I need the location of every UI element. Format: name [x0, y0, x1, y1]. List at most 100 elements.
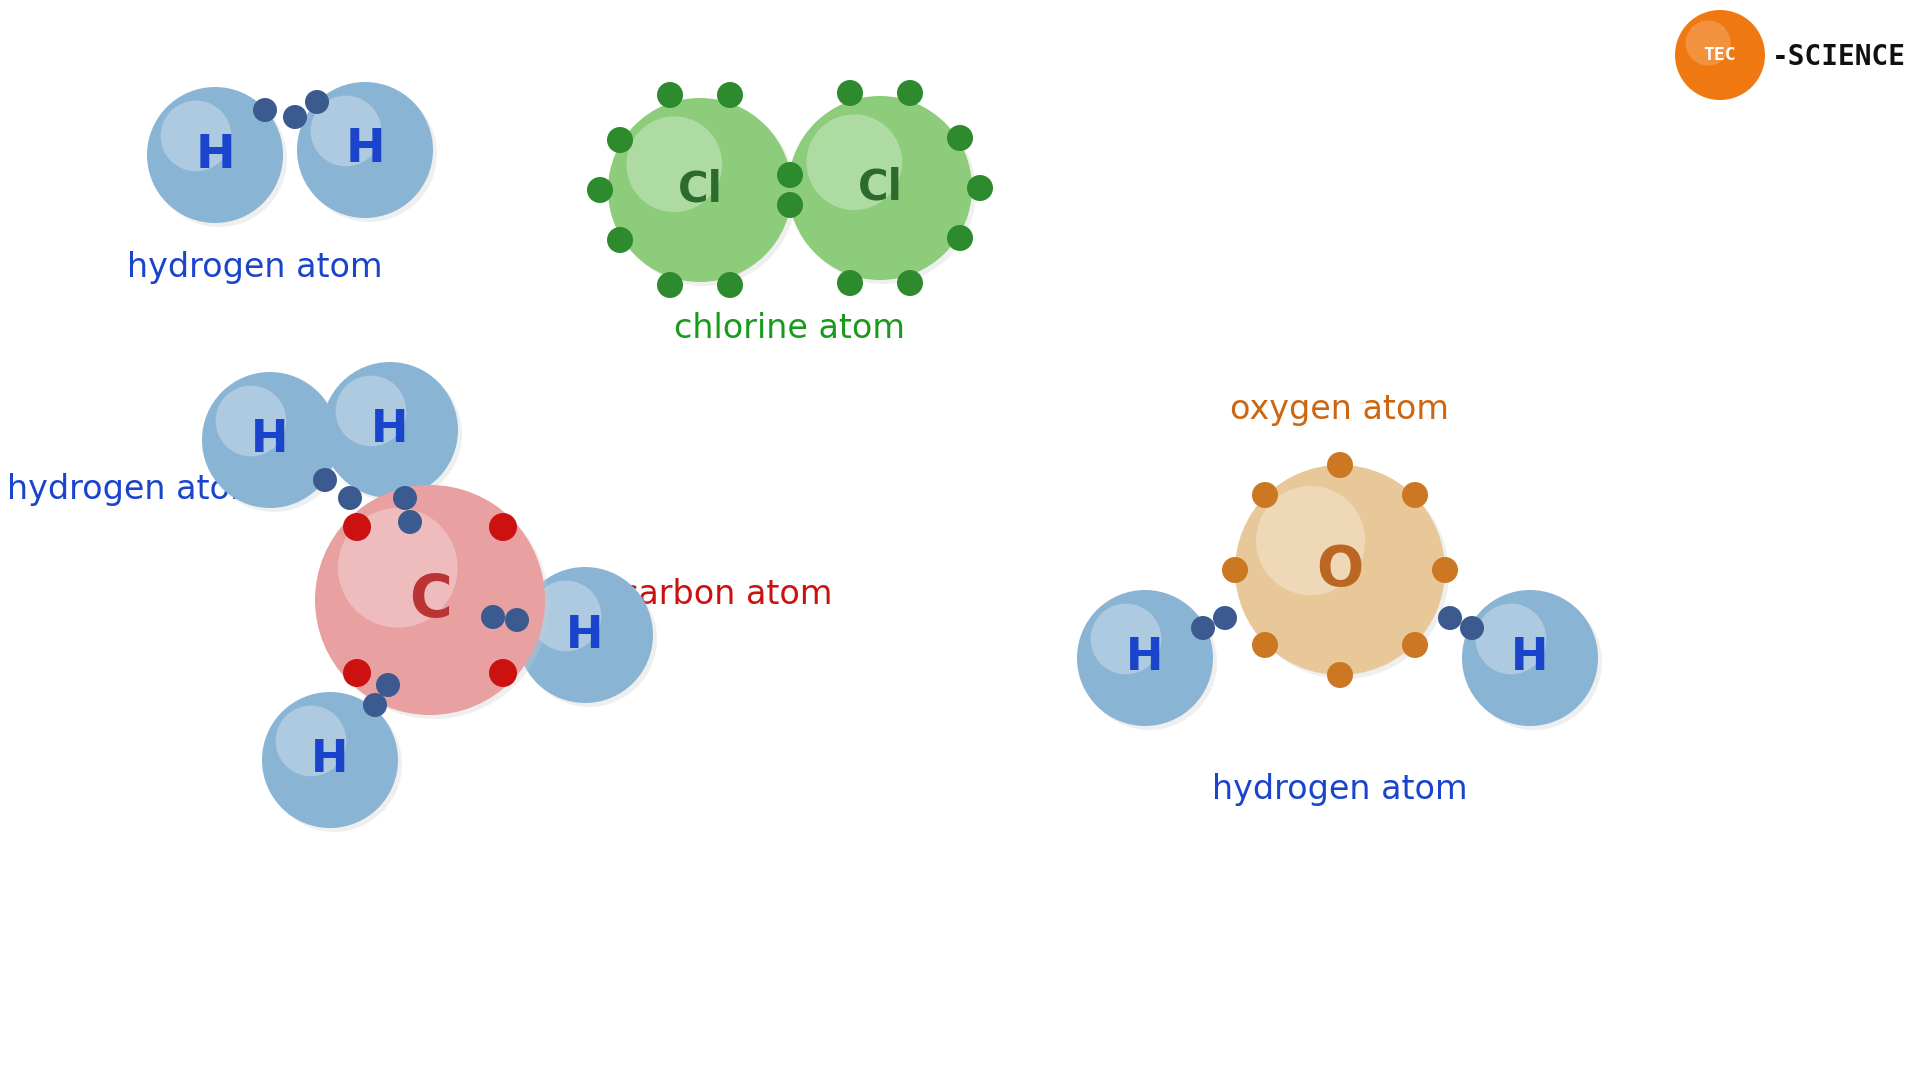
Circle shape	[947, 125, 973, 151]
Circle shape	[837, 80, 862, 106]
Circle shape	[276, 705, 346, 777]
Circle shape	[1402, 482, 1428, 508]
Circle shape	[1402, 632, 1428, 658]
Circle shape	[968, 175, 993, 201]
Circle shape	[806, 114, 902, 211]
Circle shape	[298, 82, 434, 218]
Circle shape	[490, 513, 516, 541]
Circle shape	[588, 177, 612, 203]
Circle shape	[490, 659, 516, 687]
Circle shape	[1327, 662, 1354, 688]
Circle shape	[520, 571, 657, 707]
Text: TEC: TEC	[1703, 46, 1736, 64]
Circle shape	[148, 87, 282, 222]
Circle shape	[897, 80, 924, 106]
Circle shape	[1432, 557, 1457, 583]
Circle shape	[313, 468, 338, 492]
Circle shape	[607, 227, 634, 253]
Circle shape	[657, 272, 684, 298]
Text: hydrogen atom: hydrogen atom	[1212, 773, 1467, 807]
Circle shape	[363, 693, 388, 717]
Circle shape	[778, 192, 803, 218]
Circle shape	[394, 486, 417, 510]
Circle shape	[202, 372, 338, 508]
Circle shape	[1213, 606, 1236, 630]
Circle shape	[626, 117, 722, 212]
Circle shape	[1467, 594, 1601, 730]
Circle shape	[1461, 590, 1597, 726]
Text: H: H	[196, 133, 234, 177]
Text: C: C	[409, 571, 451, 629]
Text: Cl: Cl	[678, 168, 722, 211]
Circle shape	[1091, 604, 1162, 674]
Circle shape	[1256, 486, 1365, 595]
Circle shape	[1438, 606, 1461, 630]
Circle shape	[344, 659, 371, 687]
Circle shape	[1252, 482, 1279, 508]
Circle shape	[1190, 616, 1215, 640]
Text: H: H	[346, 127, 384, 173]
Circle shape	[1081, 594, 1217, 730]
Circle shape	[612, 102, 797, 286]
Text: H: H	[311, 739, 349, 782]
Text: H: H	[566, 613, 603, 657]
Circle shape	[305, 90, 328, 114]
Circle shape	[319, 489, 549, 719]
Circle shape	[778, 162, 803, 188]
Circle shape	[311, 96, 382, 166]
Circle shape	[947, 225, 973, 251]
Circle shape	[336, 376, 407, 446]
Text: hydrogen atom: hydrogen atom	[127, 252, 382, 284]
Circle shape	[505, 608, 530, 632]
Text: carbon atom: carbon atom	[620, 579, 833, 611]
Text: chlorine atom: chlorine atom	[674, 311, 906, 345]
Circle shape	[161, 100, 230, 172]
Circle shape	[657, 82, 684, 108]
Text: H: H	[371, 408, 409, 451]
Circle shape	[315, 485, 545, 715]
Text: O: O	[1317, 543, 1363, 597]
Circle shape	[1686, 21, 1730, 66]
Circle shape	[152, 91, 286, 227]
Circle shape	[516, 567, 653, 703]
Circle shape	[253, 98, 276, 122]
Circle shape	[338, 486, 363, 510]
Circle shape	[716, 82, 743, 108]
Circle shape	[323, 362, 459, 498]
Circle shape	[1327, 453, 1354, 478]
Circle shape	[397, 510, 422, 534]
Circle shape	[482, 605, 505, 629]
Circle shape	[301, 86, 438, 222]
Text: H: H	[1127, 636, 1164, 679]
Circle shape	[1238, 469, 1450, 679]
Circle shape	[787, 96, 972, 280]
Circle shape	[215, 386, 286, 457]
Circle shape	[837, 270, 862, 296]
Circle shape	[607, 127, 634, 153]
Circle shape	[1459, 616, 1484, 640]
Circle shape	[261, 692, 397, 828]
Circle shape	[1476, 604, 1546, 674]
Circle shape	[1252, 632, 1279, 658]
Text: H: H	[252, 418, 288, 461]
Circle shape	[716, 272, 743, 298]
Circle shape	[609, 98, 791, 282]
Circle shape	[326, 366, 463, 502]
Text: oxygen atom: oxygen atom	[1231, 393, 1450, 427]
Circle shape	[338, 508, 457, 627]
Circle shape	[376, 673, 399, 697]
Text: H: H	[1511, 636, 1549, 679]
Circle shape	[344, 513, 371, 541]
Circle shape	[282, 105, 307, 129]
Circle shape	[530, 581, 601, 651]
Circle shape	[267, 696, 401, 832]
Text: hydrogen atom: hydrogen atom	[8, 473, 263, 507]
Circle shape	[791, 100, 975, 284]
Text: Cl: Cl	[858, 167, 902, 210]
Circle shape	[1235, 465, 1446, 675]
Circle shape	[1077, 590, 1213, 726]
Circle shape	[1674, 10, 1764, 100]
Circle shape	[897, 270, 924, 296]
Text: -SCIENCE: -SCIENCE	[1772, 43, 1907, 71]
Circle shape	[1221, 557, 1248, 583]
